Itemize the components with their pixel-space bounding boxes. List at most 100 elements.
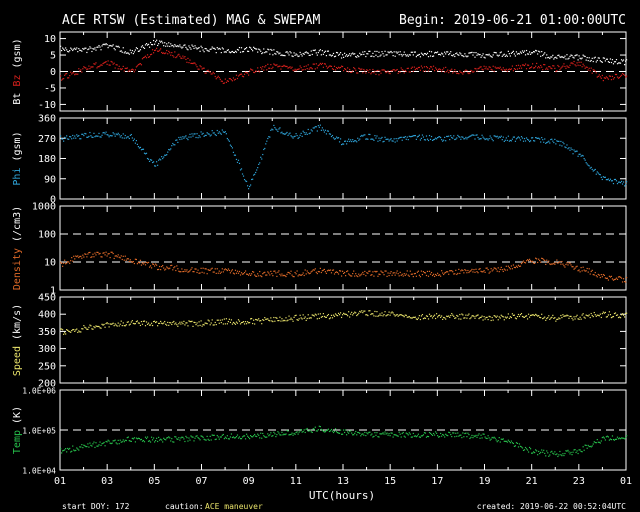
data-point [346,270,348,273]
data-point [457,54,459,56]
data-point [607,78,610,80]
data-point [478,54,480,56]
data-point [348,71,350,73]
data-point [436,272,439,274]
data-point [589,316,591,319]
data-point [196,322,198,324]
data-point [181,138,183,140]
data-point [563,57,565,59]
data-point [125,324,127,326]
data-point [390,50,392,53]
data-point [205,72,207,74]
data-point [305,319,307,322]
data-point [356,141,358,143]
data-point [530,52,533,54]
data-point [307,430,309,432]
data-point [254,433,256,436]
data-point [498,136,500,138]
data-point [163,437,165,439]
data-point [504,139,506,141]
data-point [610,439,613,441]
data-point [402,275,404,277]
data-point [466,317,468,319]
data-point [395,138,397,140]
data-point [446,434,448,436]
data-point [472,437,474,439]
data-point [132,139,134,142]
data-point [267,63,269,65]
data-point [430,315,433,317]
data-point [432,139,435,141]
data-point [187,57,189,60]
data-point [162,42,164,44]
data-point [82,133,84,135]
data-point [324,431,327,433]
data-point [308,54,310,56]
data-point [279,127,281,129]
data-point [590,446,592,448]
data-point [246,273,249,275]
data-point [321,270,323,272]
data-point [537,137,539,140]
data-point [384,311,386,313]
data-point [403,435,405,437]
data-point [361,433,363,435]
data-point [67,138,69,140]
data-point [71,329,73,332]
data-point [605,179,607,181]
data-point [71,73,73,75]
data-point [491,270,493,272]
data-point [481,271,483,273]
data-point [421,134,424,136]
data-point [78,330,80,332]
data-point [370,138,372,140]
data-point [336,431,339,434]
data-point [613,178,616,181]
data-point [484,138,486,141]
data-point [387,70,389,72]
data-point [595,315,597,317]
data-point [384,50,386,52]
data-point [309,429,311,431]
data-point [184,44,186,46]
data-point [340,275,343,277]
data-point [269,274,271,276]
data-point [184,56,186,58]
data-point [295,133,297,135]
data-point [560,67,562,69]
data-point [357,275,359,278]
data-point [525,448,528,450]
data-point [572,153,574,155]
data-point [88,326,90,328]
data-point [187,271,189,273]
data-point [621,60,624,62]
data-point [610,79,613,81]
data-point [317,51,319,54]
data-point [506,269,508,271]
data-point [245,323,248,325]
data-point [352,70,354,72]
data-point [621,72,624,75]
data-point [481,315,483,317]
data-point [392,272,394,274]
data-point [427,318,430,320]
data-point [426,435,429,438]
data-point [339,52,342,54]
data-point [453,135,455,137]
data-point [287,319,289,321]
data-point [613,278,616,281]
data-point [483,65,485,67]
data-point [240,322,243,324]
data-point [361,310,363,312]
data-point [315,126,317,128]
data-point [150,43,153,46]
data-point [177,325,179,327]
data-point [515,265,518,267]
data-point [464,138,466,140]
data-point [516,442,519,445]
data-point [423,272,426,274]
data-point [143,262,146,264]
data-point [172,54,174,57]
data-point [522,316,525,318]
data-point [407,274,409,276]
